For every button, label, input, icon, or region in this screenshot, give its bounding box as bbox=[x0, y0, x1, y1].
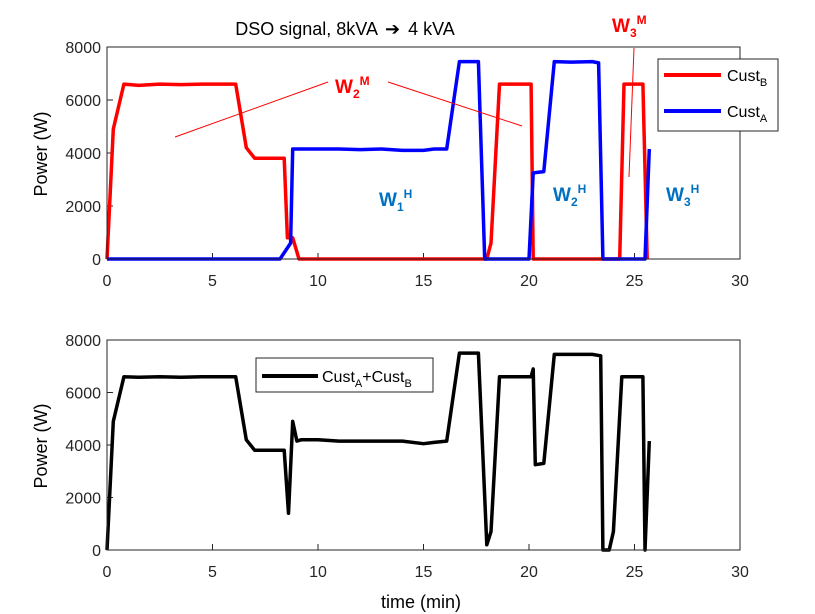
annotation-w3m-label: W3M bbox=[612, 13, 647, 40]
x-tick-label: 0 bbox=[103, 273, 112, 290]
annotation-w3h: W3H bbox=[666, 182, 699, 209]
y-tick-label: 0 bbox=[92, 252, 101, 269]
chart-top-legend: CustB CustA bbox=[657, 58, 779, 132]
x-tick-label: 5 bbox=[208, 273, 217, 290]
y-tick-label: 8000 bbox=[65, 40, 101, 57]
legend-label-cust-b: CustB bbox=[727, 68, 767, 89]
chart-top-title: DSO signal, 8kVA ➔ 4 kVA bbox=[235, 19, 455, 39]
annotation-w2m: W2M bbox=[174, 74, 523, 138]
annotation-w2m-leader-left bbox=[174, 81, 329, 138]
chart-top-axes-box bbox=[106, 46, 741, 260]
x-tick-label: 25 bbox=[626, 273, 644, 290]
chart-top-legend-box bbox=[657, 58, 779, 132]
title-arrow: ➔ bbox=[385, 19, 400, 39]
chart-top: DSO signal, 8kVA ➔ 4 kVA Power (W) 02000… bbox=[31, 13, 779, 290]
annotation-w2m-leader-right bbox=[387, 81, 523, 127]
series-line-top-0 bbox=[105, 82, 649, 261]
x-tick-label: 30 bbox=[731, 564, 749, 581]
chart-bottom: Power (W) 0 2000 4000 6000 8000 0 5 10 15 20 25 30… bbox=[31, 333, 749, 612]
series-line-top-1 bbox=[107, 59, 652, 261]
chart-top-series bbox=[105, 59, 652, 261]
chart-bottom-ylabel: Power (W) bbox=[31, 404, 51, 489]
chart-bottom-y-ticks: 0 2000 4000 6000 8000 bbox=[65, 333, 113, 560]
annotation-w2h: W2H bbox=[553, 182, 586, 209]
chart-bottom-axes-box bbox=[106, 339, 741, 551]
annotation-w2m-label: W2M bbox=[335, 74, 370, 101]
y-tick-label: 0 bbox=[92, 543, 101, 560]
y-tick-label: 6000 bbox=[65, 93, 101, 110]
x-tick-label: 10 bbox=[309, 273, 327, 290]
x-tick-label: 5 bbox=[208, 564, 217, 581]
y-tick-label: 4000 bbox=[65, 146, 101, 163]
legend-label-cust-a-plus-cust-b: CustA+CustB bbox=[322, 369, 412, 390]
chart-top-ylabel: Power (W) bbox=[31, 112, 51, 197]
annotation-w1h: W1H bbox=[379, 187, 412, 214]
x-tick-label: 20 bbox=[520, 564, 538, 581]
x-tick-label: 20 bbox=[520, 273, 538, 290]
y-tick-label: 6000 bbox=[65, 386, 101, 403]
x-tick-label: 30 bbox=[731, 273, 749, 290]
annotation-w3m-leader bbox=[628, 47, 635, 178]
annotation-w3m: W3M bbox=[612, 13, 647, 178]
chart-bottom-x-ticks: 0 5 10 15 20 25 30 bbox=[103, 544, 749, 581]
chart-top-x-ticks: 0 5 10 15 20 25 30 bbox=[103, 253, 749, 290]
chart-top-y-ticks: 0 2000 4000 6000 8000 bbox=[65, 40, 113, 269]
y-tick-label: 8000 bbox=[65, 333, 101, 350]
x-tick-label: 25 bbox=[626, 564, 644, 581]
y-tick-label: 2000 bbox=[65, 199, 101, 216]
chart-bottom-series bbox=[105, 351, 652, 552]
y-tick-label: 4000 bbox=[65, 438, 101, 455]
x-tick-label: 0 bbox=[103, 564, 112, 581]
y-tick-label: 2000 bbox=[65, 491, 101, 508]
x-tick-label: 15 bbox=[415, 273, 433, 290]
chart-bottom-xlabel: time (min) bbox=[381, 592, 461, 612]
series-line-bottom-0 bbox=[105, 351, 652, 552]
legend-label-cust-a: CustA bbox=[727, 104, 768, 125]
x-tick-label: 10 bbox=[309, 564, 327, 581]
x-tick-label: 15 bbox=[415, 564, 433, 581]
chart-bottom-legend: CustA+CustB bbox=[255, 357, 434, 393]
